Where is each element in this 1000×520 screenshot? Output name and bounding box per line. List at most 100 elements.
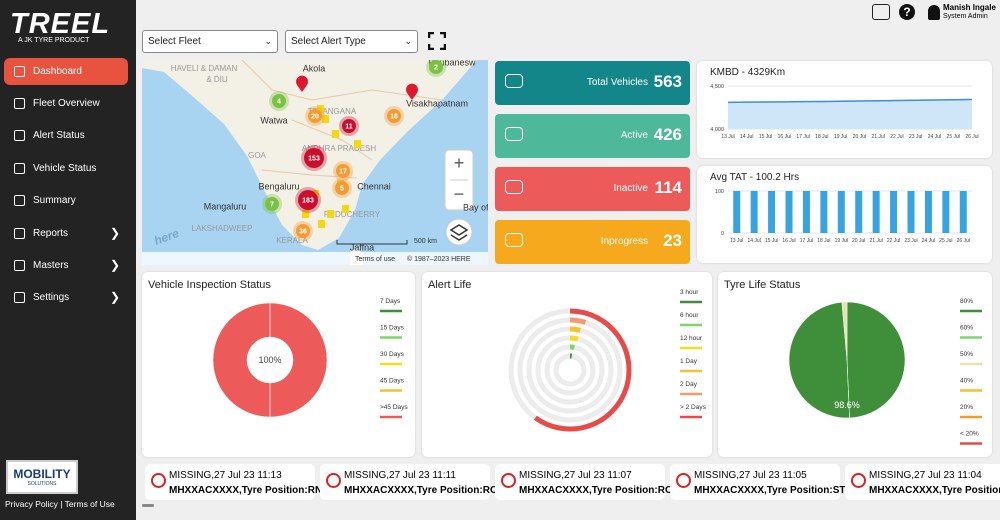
tagline: A JK TYRE PRODUCT <box>18 37 90 44</box>
alert-card[interactable]: MISSING,27 Jul 23 11:04 MHXXACXXXX,Tyre P… <box>845 464 1000 500</box>
map-cluster <box>336 164 350 178</box>
bar <box>785 191 793 233</box>
menu-label: Summary <box>33 195 76 206</box>
inspection-chart: Vehicle Inspection Status 100% 7 Days 15 Da… <box>148 279 408 419</box>
map-cluster-label: 36 <box>299 228 307 235</box>
x-tick-label: 25 Jul <box>947 134 960 140</box>
menu-label: Vehicle Status <box>33 163 97 174</box>
map-marker <box>318 220 325 228</box>
stat-card[interactable]: Active 426 <box>495 114 690 158</box>
user-icon[interactable] <box>928 5 940 20</box>
menu-item[interactable]: Masters ❯ <box>4 252 128 279</box>
legend-label: 45 Days <box>380 378 405 385</box>
stat-label: Active <box>620 130 648 141</box>
stat-icon <box>505 233 523 247</box>
x-tick-label: 19 Jul <box>834 134 847 140</box>
fleet-select[interactable]: Select Fleet ⌄ <box>142 30 278 53</box>
menu-item[interactable]: Summary <box>4 187 128 214</box>
alert-card[interactable]: MISSING,27 Jul 23 11:07 MHXXACXXXX,Tyre P… <box>495 464 686 500</box>
sidebar: TREEL A JK TYRE PRODUCT Dashboard Fleet … <box>0 0 136 520</box>
menu-item[interactable]: Fleet Overview <box>4 90 128 117</box>
radial-track <box>517 317 623 423</box>
legend-label: 60% <box>960 325 973 332</box>
x-tick-label: 18 Jul <box>817 238 830 244</box>
chart-title: Alert Life <box>428 279 471 291</box>
alert-title: MISSING,27 Jul 23 11:05 <box>694 470 807 481</box>
alert-card[interactable]: MISSING,27 Jul 23 11:05 MHXXACXXXX,Tyre P… <box>670 464 852 500</box>
alert-title: MISSING,27 Jul 23 11:07 <box>519 470 632 481</box>
map-place: Watwa <box>260 115 287 125</box>
chart-title: Tyre Life Status <box>724 279 801 291</box>
map-marker <box>322 115 329 123</box>
fullscreen-icon[interactable] <box>428 32 446 50</box>
alert-icon <box>151 473 166 488</box>
radial-bar <box>569 317 587 325</box>
map-cluster <box>429 60 443 74</box>
radial-bar <box>533 308 632 432</box>
alert-select[interactable]: Select Alert Type ⌄ <box>285 30 418 53</box>
chart-title: KMBD - 4329Km <box>710 67 785 78</box>
kmbd-chart: KMBD - 4329Km 4,000 4,500 13 Jul 14 Jul 15 Ju… <box>710 67 979 140</box>
stat-label: Inactive <box>613 183 648 194</box>
radial-track <box>553 353 587 387</box>
help-icon[interactable]: ? <box>899 4 915 20</box>
stat-card[interactable]: Total Vehicles 563 <box>495 61 690 105</box>
footer-links[interactable]: Privacy Policy | Terms of Use <box>5 499 115 509</box>
alert-icon <box>676 473 691 488</box>
map-cluster-label: 183 <box>302 197 314 204</box>
select-label: Select Fleet <box>148 36 201 47</box>
map-marker <box>354 140 361 148</box>
bar <box>907 191 915 233</box>
x-tick-label: 17 Jul <box>796 134 809 140</box>
stat-value: 426 <box>653 125 682 144</box>
stat-card[interactable]: Inactive 114 <box>495 167 690 211</box>
map-place: PUDUCHERRY <box>324 210 381 219</box>
alert-icon <box>326 473 341 488</box>
zoom-out[interactable]: − <box>454 184 465 204</box>
legend-label: 7 Days <box>380 298 401 305</box>
menu-label: Fleet Overview <box>33 98 100 109</box>
map-cluster <box>387 109 401 123</box>
alert-detail: MHXXACXXXX,Tyre Position:STP <box>694 485 853 496</box>
map-terms: Terms of use <box>355 256 395 263</box>
legend-label: 40% <box>960 378 973 385</box>
menu-item[interactable]: Reports ❯ <box>4 220 128 247</box>
user-name: Manish Ingale <box>943 3 996 12</box>
kmbd-panel: KMBD - 4329Km 4,000 4,500 13 Jul 14 Jul 15 Ju… <box>697 61 992 158</box>
bar <box>959 191 967 233</box>
x-tick-label: 21 Jul <box>869 238 882 244</box>
menu-label: Dashboard <box>33 66 82 77</box>
x-tick-label: 16 Jul <box>778 134 791 140</box>
x-tick-label: 19 Jul <box>835 238 848 244</box>
x-tick-label: 18 Jul <box>815 134 828 140</box>
menu-item[interactable]: Vehicle Status <box>4 155 128 182</box>
map-cluster <box>342 119 356 133</box>
legend-label: 15 Days <box>380 325 405 332</box>
menu-item[interactable]: Settings ❯ <box>4 284 128 311</box>
area <box>728 99 972 129</box>
map-place: HAVELI & DAMAN <box>171 64 238 73</box>
y-tick-label: 4,500 <box>710 84 724 90</box>
map-marker <box>317 105 324 113</box>
bar <box>890 191 898 233</box>
pie-slice <box>841 301 848 361</box>
menu-item[interactable]: Dashboard <box>4 58 128 85</box>
alert-card[interactable]: MISSING,27 Jul 23 11:11 MHXXACXXXX,Tyre P… <box>320 464 507 500</box>
bar <box>855 191 863 233</box>
pie-slice <box>212 302 328 418</box>
map[interactable]: HAVELI & DAMAN & DIU Akola Bhubanesw Visakha… <box>142 60 488 265</box>
x-tick-label: 26 Jul <box>957 238 970 244</box>
brand: TREEL <box>10 8 111 40</box>
map-cluster-label: 18 <box>390 113 398 120</box>
stat-card[interactable]: Inprogress 23 <box>495 220 690 264</box>
map-cluster-label: 4 <box>277 98 281 105</box>
translate-icon[interactable] <box>872 4 890 20</box>
map-pin <box>406 83 418 100</box>
alert-card[interactable]: MISSING,27 Jul 23 11:13 MHXXACXXXX,Tyre P… <box>145 464 331 500</box>
map-place: Bay of B <box>463 202 488 212</box>
stat-label: Inprogress <box>600 236 648 247</box>
x-tick-label: 14 Jul <box>740 134 753 140</box>
map-place: Akola <box>303 63 326 73</box>
menu-item[interactable]: Alert Status <box>4 122 128 149</box>
zoom-in[interactable]: + <box>454 153 465 173</box>
